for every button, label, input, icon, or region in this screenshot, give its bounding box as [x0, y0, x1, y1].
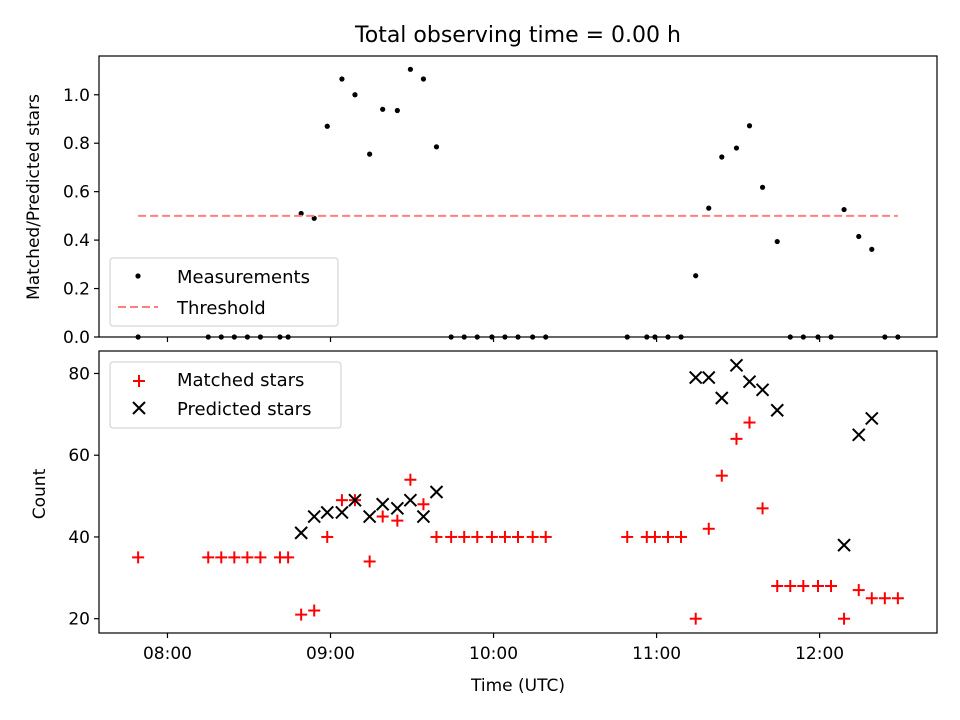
legend-measurements-marker — [135, 273, 140, 278]
measurements-point — [421, 76, 426, 81]
measurements-point — [693, 273, 698, 278]
count-legend: Matched stars Predicted stars — [110, 362, 341, 428]
measurements-point — [869, 247, 874, 252]
ratio-y-axis-label: Matched/Predicted stars — [24, 94, 44, 300]
x-axis-label: Time (UTC) — [470, 676, 565, 696]
x-tick-label: 11:00 — [632, 644, 681, 664]
y-tick-label: 80 — [68, 364, 90, 384]
measurements-point — [856, 234, 861, 239]
x-tick-label: 12:00 — [795, 644, 844, 664]
legend-measurements-label: Measurements — [177, 267, 310, 288]
x-tick-label: 08:00 — [143, 644, 192, 664]
measurements-point — [775, 239, 780, 244]
count-y-axis-label: Count — [30, 468, 50, 519]
ratio-legend: Measurements Threshold — [110, 258, 338, 326]
y-tick-label: 0.6 — [63, 183, 90, 203]
measurements-point — [367, 152, 372, 157]
figure: Total observing time = 0.00 h 0.0 0.2 0.4 0… — [0, 0, 960, 720]
y-tick-label: 0.8 — [63, 134, 90, 154]
y-tick-label: 60 — [68, 446, 90, 466]
legend-threshold-label: Threshold — [176, 298, 266, 319]
measurements-point — [760, 185, 765, 190]
y-tick-label: 0.4 — [63, 231, 90, 251]
y-tick-label: 1.0 — [63, 86, 90, 106]
measurements-point — [352, 92, 357, 97]
y-tick-label: 0.0 — [63, 328, 90, 348]
measurements-point — [841, 207, 846, 212]
measurements-point — [380, 107, 385, 112]
measurements-point — [408, 67, 413, 72]
measurements-point — [434, 144, 439, 149]
measurements-point — [734, 145, 739, 150]
figure-background — [0, 0, 960, 720]
measurements-point — [325, 124, 330, 129]
measurements-point — [706, 206, 711, 211]
x-tick-label: 10:00 — [469, 644, 518, 664]
x-tick-label: 09:00 — [306, 644, 355, 664]
y-tick-label: 0.2 — [63, 280, 90, 300]
measurements-point — [747, 123, 752, 128]
y-tick-label: 20 — [68, 610, 90, 630]
y-tick-label: 40 — [68, 528, 90, 548]
legend-matched-label: Matched stars — [177, 370, 304, 391]
measurements-point — [719, 154, 724, 159]
measurements-point — [395, 108, 400, 113]
measurements-point — [339, 76, 344, 81]
legend-predicted-label: Predicted stars — [177, 399, 311, 420]
chart-title: Total observing time = 0.00 h — [354, 23, 681, 48]
